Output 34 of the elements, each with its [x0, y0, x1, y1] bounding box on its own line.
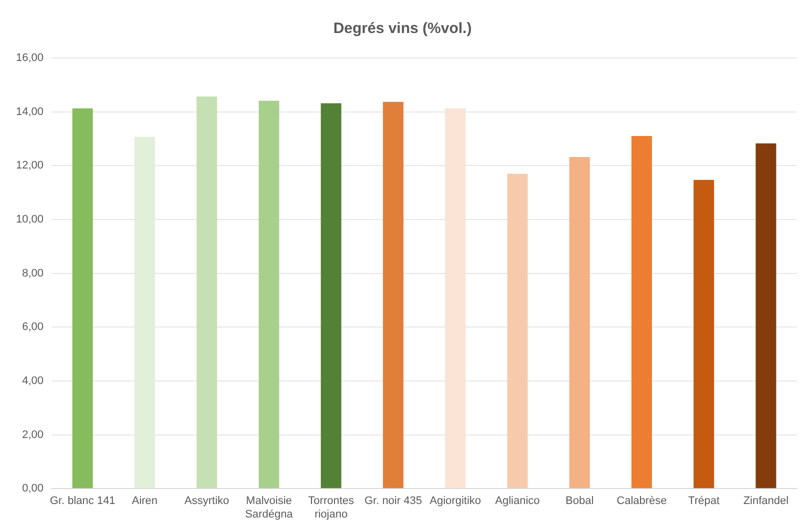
y-tick-label: 2,00 [22, 428, 44, 441]
x-tick-label: Agiorgitiko [430, 495, 482, 508]
y-tick-label: 0,00 [22, 482, 44, 495]
y-tick-label: 10,00 [16, 214, 44, 226]
bar [569, 157, 590, 488]
x-tick-label: Calabrèse [616, 495, 667, 508]
bar [258, 100, 280, 488]
x-tick-label: Bobal [566, 495, 594, 508]
bar [320, 103, 342, 488]
bar [196, 96, 218, 488]
y-tick-label: 4,00 [22, 374, 44, 387]
x-tick-label: Assyrtiko [184, 495, 230, 508]
y-tick-label: 8,00 [22, 267, 44, 280]
x-tick-label: Malvoisie Sardégna [245, 495, 294, 520]
bar [756, 143, 776, 488]
bar [694, 180, 714, 488]
y-tick-label: 12,00 [16, 160, 44, 172]
bar [134, 136, 155, 488]
y-tick-label: 14,00 [16, 106, 44, 118]
x-tick-label: Airen [132, 495, 158, 508]
bar [507, 174, 528, 488]
bar [72, 108, 93, 488]
y-tick-label: 6,00 [22, 321, 44, 334]
bar [445, 108, 466, 488]
bar [631, 136, 652, 488]
x-tick-label: Aglianico [495, 495, 540, 508]
x-tick-label: Zinfandel [743, 495, 789, 508]
chart-title: Degrés vins (%vol.) [333, 20, 472, 38]
bar [382, 102, 404, 488]
x-tick-label: Trépat [688, 495, 720, 508]
x-tick-label: Torrontes riojano [308, 495, 355, 520]
x-tick-label: Gr. noir 435 [364, 495, 422, 508]
y-tick-label: 16,00 [16, 52, 44, 64]
x-tick-label: Gr. blanc 141 [50, 495, 116, 508]
